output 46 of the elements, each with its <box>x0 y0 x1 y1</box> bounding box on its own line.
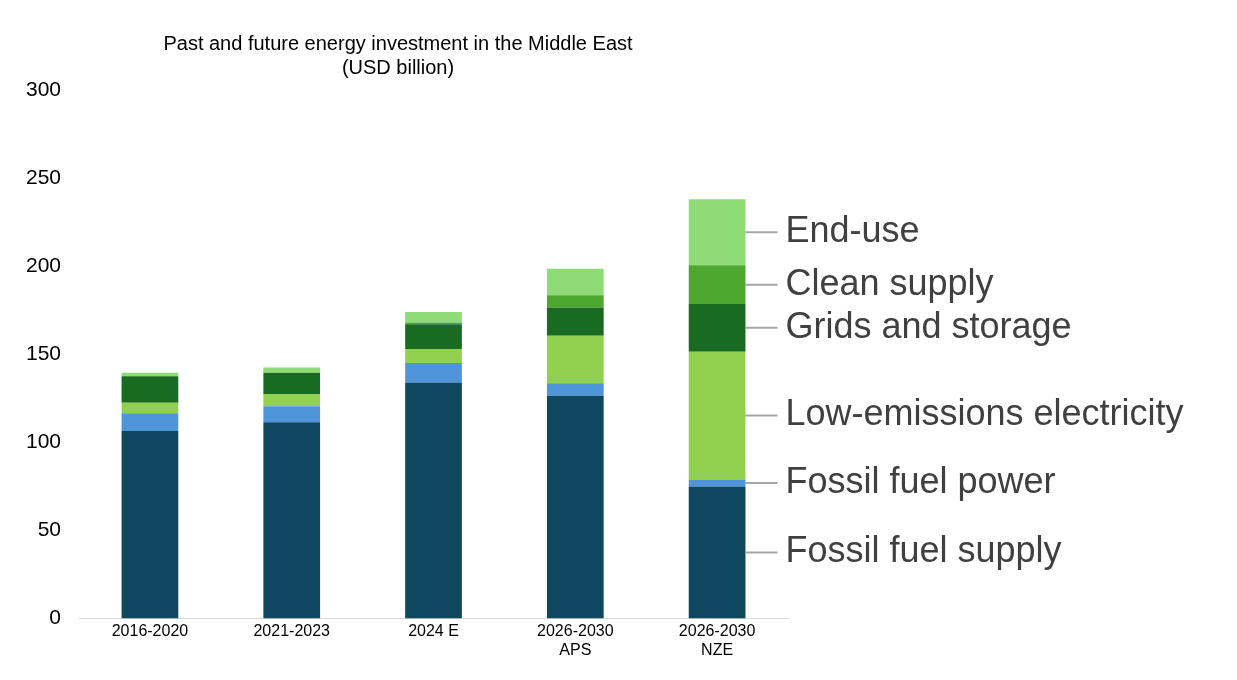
bar <box>546 383 604 396</box>
bar <box>688 304 746 352</box>
bar <box>546 268 604 296</box>
bar <box>263 372 321 394</box>
bar <box>405 363 462 383</box>
text: (USD billion) <box>341 55 455 78</box>
bar <box>405 349 462 364</box>
y-tick-label: 250 <box>25 164 62 188</box>
bar <box>688 351 746 480</box>
y-tick-label: 0 <box>49 605 62 629</box>
bar <box>546 335 604 384</box>
series-label: Grids and storage <box>785 304 1072 346</box>
series-label: Fossil fuel supply <box>785 529 1062 571</box>
bar <box>405 312 462 323</box>
bar <box>546 295 604 308</box>
bar <box>121 402 179 414</box>
text: Past and future energy investment in the Middle East <box>163 31 633 54</box>
bar <box>688 479 746 487</box>
bar <box>121 413 179 431</box>
bar <box>263 367 321 373</box>
bar <box>405 382 462 619</box>
series-label: Fossil fuel power <box>785 459 1056 501</box>
x-tick-label: 2026-2030 APS <box>537 621 614 658</box>
y-tick-label: 100 <box>25 429 62 453</box>
series-label: Clean supply <box>785 261 994 303</box>
bar <box>405 324 462 350</box>
bar <box>263 393 321 407</box>
y-tick-label: 50 <box>37 517 62 541</box>
bar <box>688 265 746 305</box>
y-tick-label: 200 <box>25 253 62 276</box>
bar <box>121 430 179 619</box>
series-label: End-use <box>785 209 920 251</box>
bar <box>263 422 321 619</box>
series-label: Low-emissions electricity <box>785 392 1184 434</box>
bar <box>121 376 179 403</box>
x-tick-label: 2024 E <box>408 621 459 639</box>
bar <box>688 199 746 266</box>
x-tick-label: 2016-2020 <box>111 621 189 639</box>
bar <box>546 307 604 336</box>
bar <box>263 406 321 423</box>
y-tick-label: 150 <box>25 341 62 365</box>
x-tick-label: 2021-2023 <box>253 621 331 639</box>
x-tick-label: 2026-2030 NZE <box>678 621 756 658</box>
bar <box>688 486 746 619</box>
bar <box>546 395 604 619</box>
y-tick-label: 300 <box>25 76 62 100</box>
